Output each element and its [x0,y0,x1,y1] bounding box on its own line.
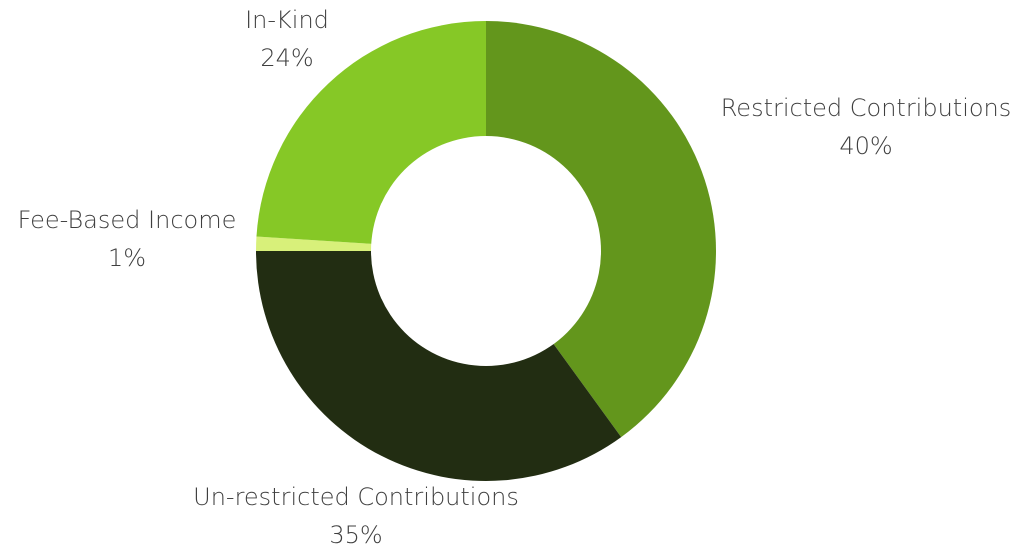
slice-un-restricted-contributions [255,251,622,481]
percent-restricted-contributions: 40% [839,132,892,160]
percent-un-restricted-contributions: 35% [329,521,382,546]
label-restricted-contributions: Restricted Contributions [721,94,1012,122]
donut-hole [371,136,601,366]
label-in-kind: In-Kind [245,6,329,34]
percent-fee-based-income: 1% [108,244,146,272]
slice-restricted-contributions [486,21,716,438]
slice-labels: Restricted Contributions 40% Un-restricted… [18,6,1012,546]
label-un-restricted-contributions: Un-restricted Contributions [193,483,519,511]
percent-in-kind: 24% [260,44,313,72]
label-fee-based-income: Fee-Based Income [18,206,237,234]
